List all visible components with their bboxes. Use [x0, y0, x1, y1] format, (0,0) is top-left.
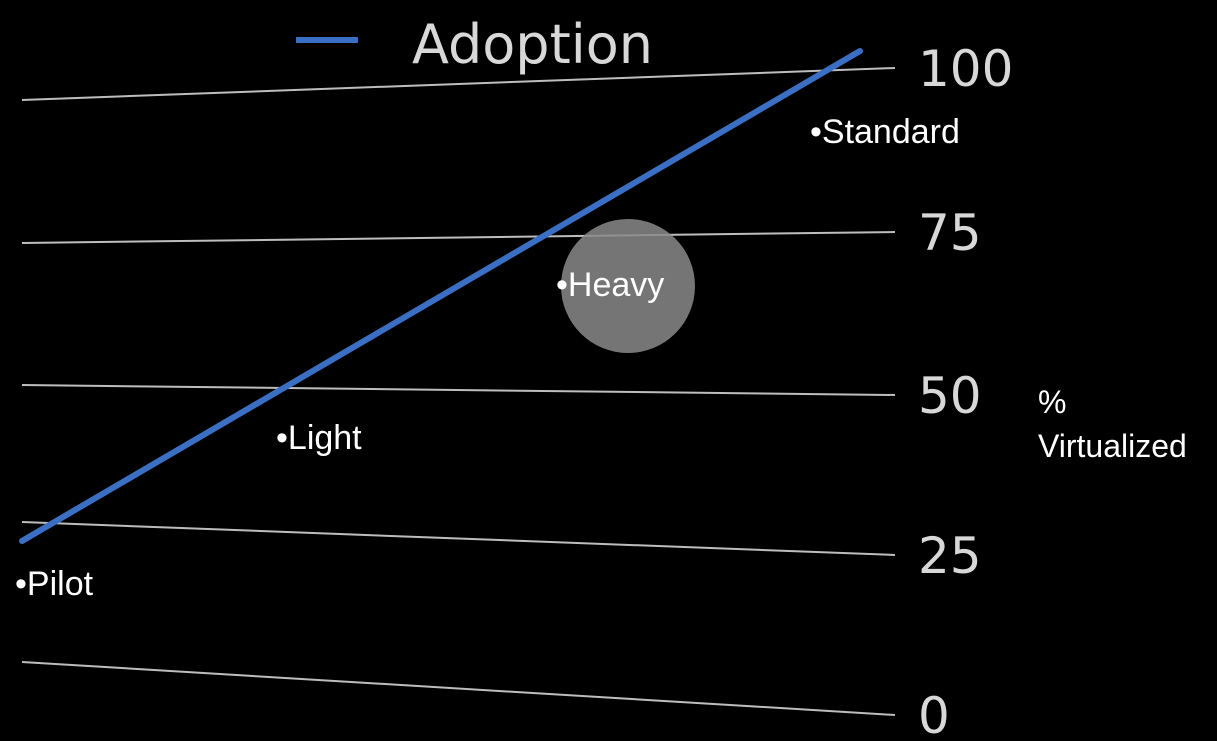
gridline-100 — [21, 67, 896, 101]
stage-label-light: •Light — [276, 419, 362, 457]
gridline-75 — [21, 231, 896, 244]
y-axis-label-line-1: % — [1038, 384, 1066, 420]
series-line-adoption — [19, 48, 863, 544]
y-tick-label-100: 100 — [918, 40, 1013, 98]
stage-label-pilot: •Pilot — [15, 565, 94, 603]
gridline-0 — [21, 661, 896, 716]
y-tick-label-0: 0 — [918, 687, 950, 741]
y-tick-label-50: 50 — [918, 367, 982, 425]
y-tick-label-25: 25 — [918, 527, 982, 585]
gridline-25 — [21, 521, 896, 556]
highlight-circle — [561, 219, 695, 353]
legend-label-adoption: Adoption — [412, 13, 653, 76]
stage-label-standard: •Standard — [810, 113, 960, 151]
stage-label-heavy: •Heavy — [556, 266, 664, 304]
y-tick-label-75: 75 — [918, 204, 982, 262]
gridline-50 — [21, 384, 896, 396]
y-axis-label-line-2: Virtualized — [1038, 428, 1187, 464]
